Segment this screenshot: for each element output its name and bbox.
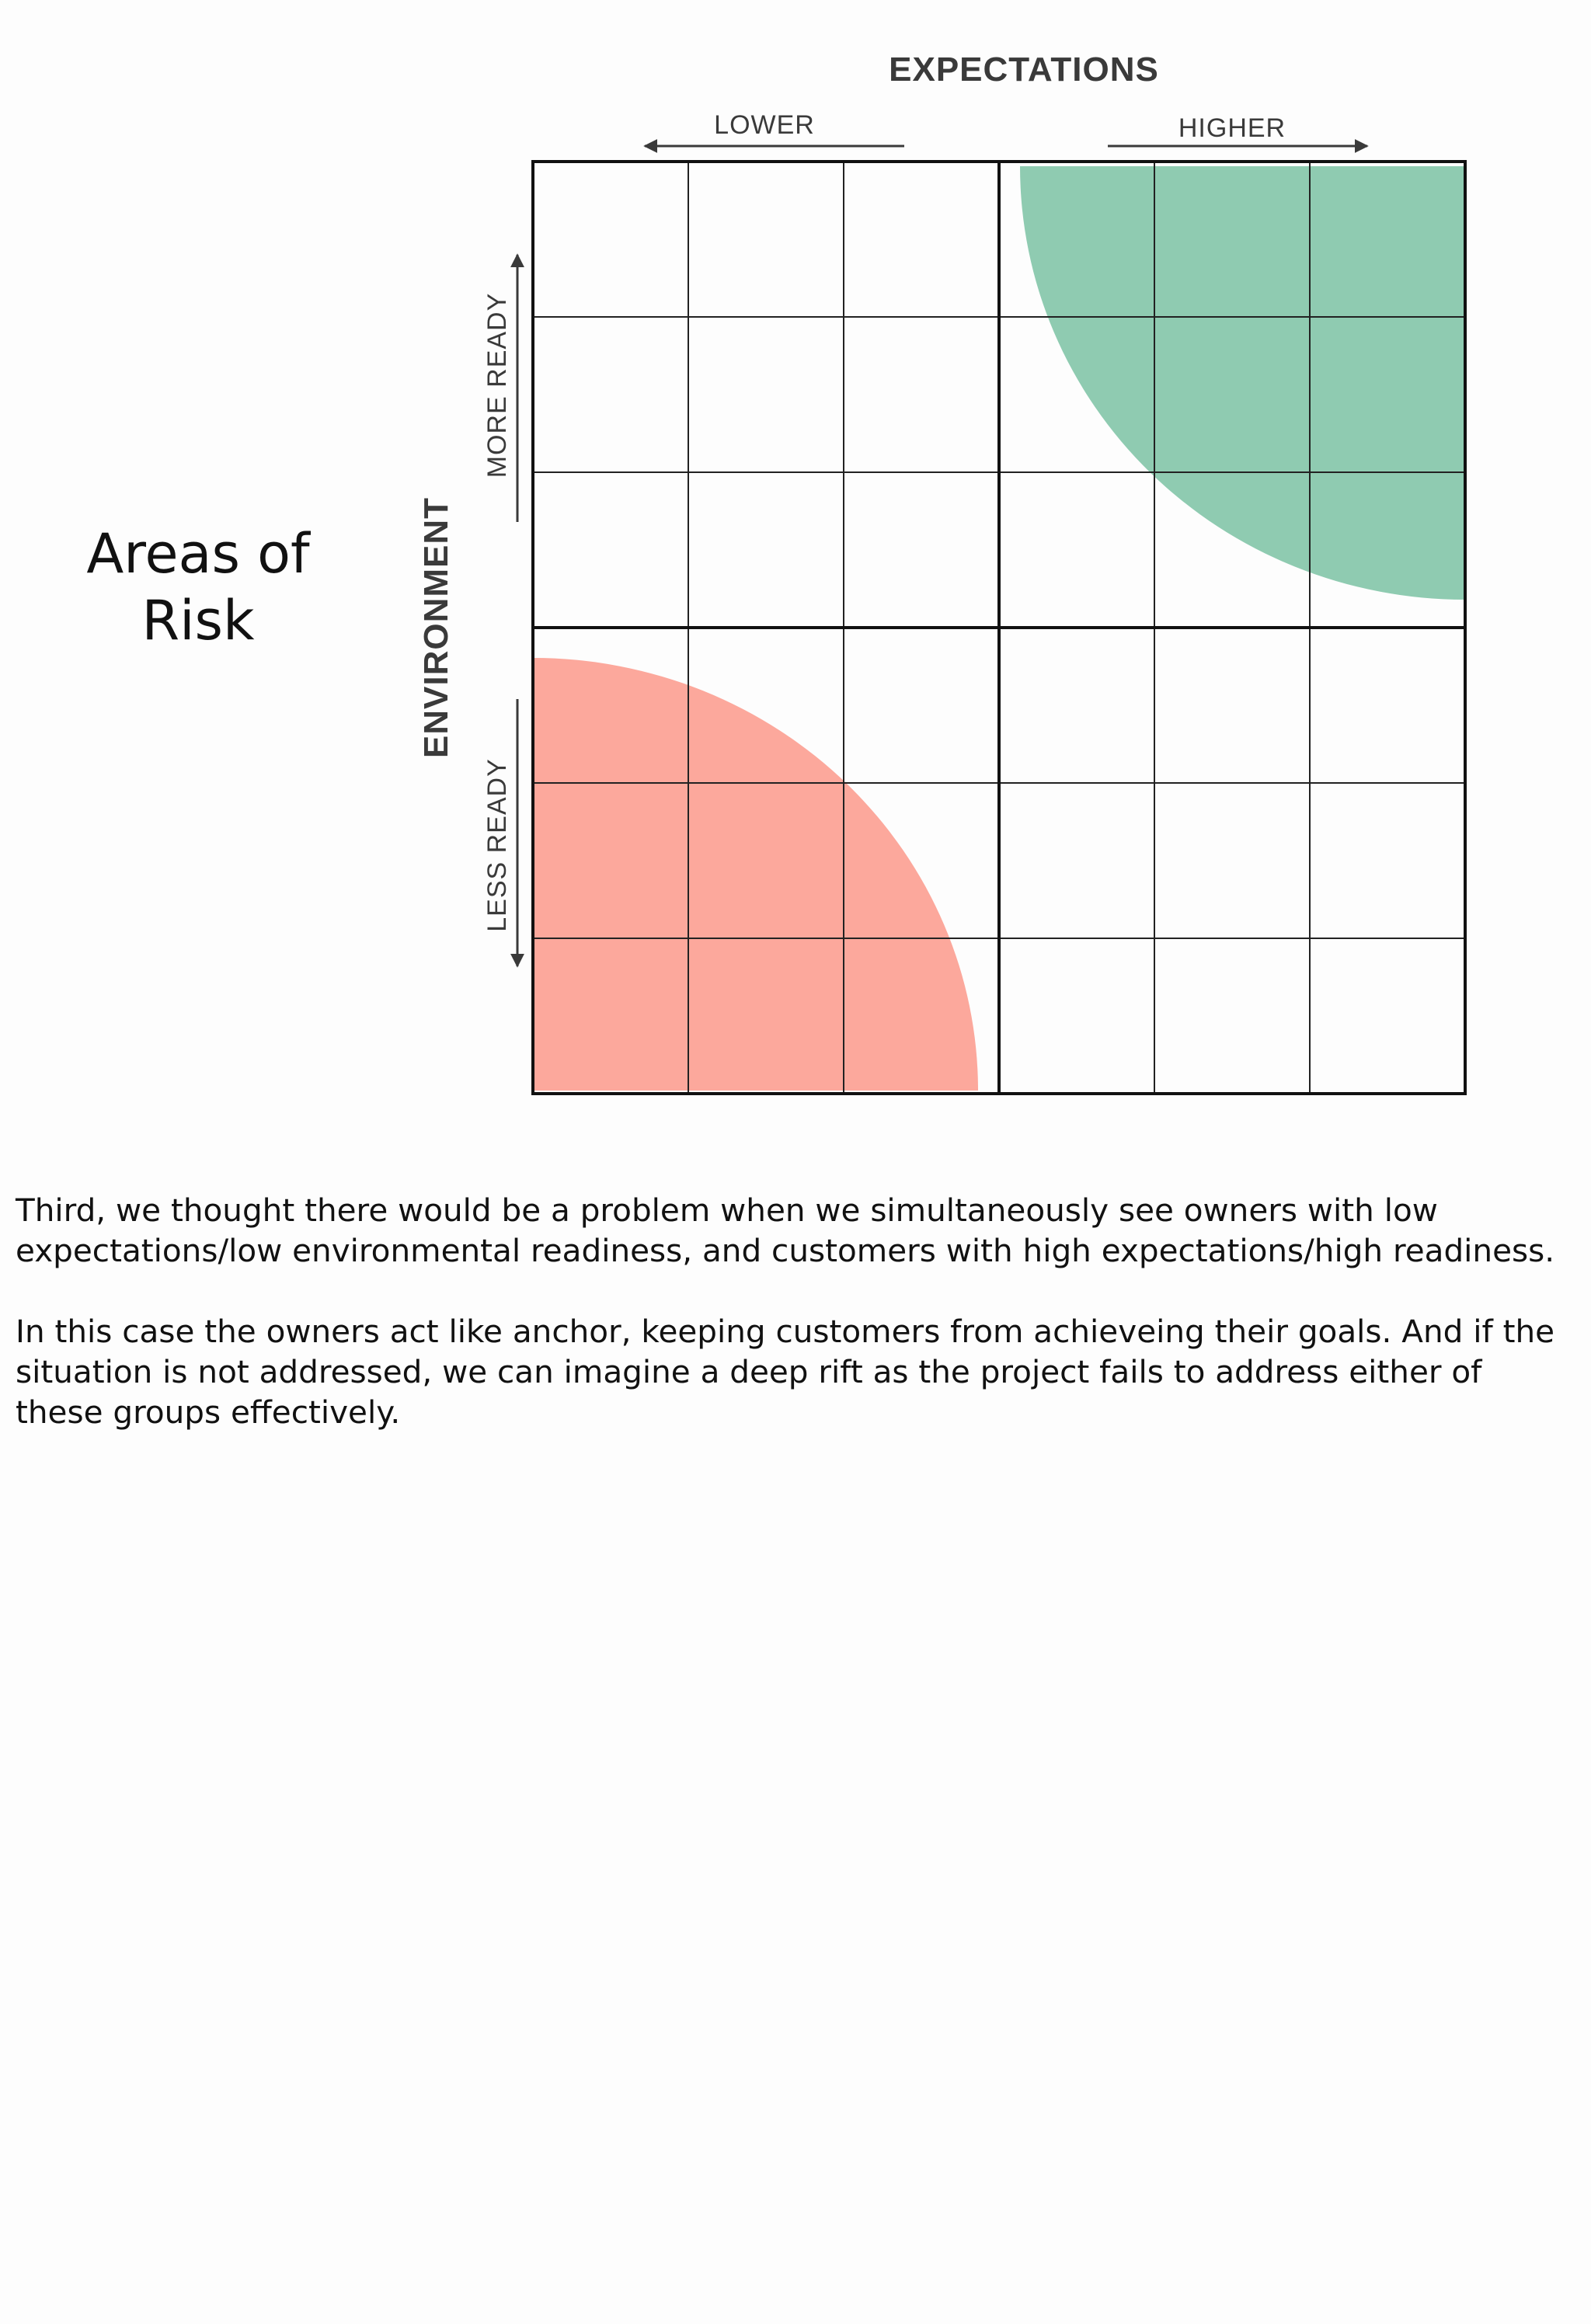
slide-title: Areas of Risk (47, 520, 350, 654)
high-expectations-high-readiness-region (1020, 166, 1465, 600)
slide-title-line-1: Areas of (86, 522, 310, 586)
notes-paragraph-1: Third, we thought there would be a probl… (16, 1192, 1555, 1269)
slide-title-line-2: Risk (141, 589, 255, 652)
risk-matrix-diagram: EXPECTATIONS LOWER HIGHER ENVIRONMENT MO… (417, 50, 1467, 1095)
speaker-notes: Third, we thought there would be a probl… (16, 1190, 1577, 1473)
x-axis-lower-label: LOWER (714, 110, 815, 140)
low-expectations-low-readiness-region (533, 658, 978, 1091)
y-axis-title: ENVIRONMENT (417, 497, 455, 758)
y-axis-more-ready-label: MORE READY (482, 293, 512, 478)
y-axis-less-ready-label: LESS READY (482, 758, 512, 932)
x-axis-higher-label: HIGHER (1178, 113, 1286, 143)
x-axis-title: EXPECTATIONS (889, 50, 1159, 89)
notes-paragraph-2: In this case the owners act like anchor,… (16, 1313, 1555, 1431)
